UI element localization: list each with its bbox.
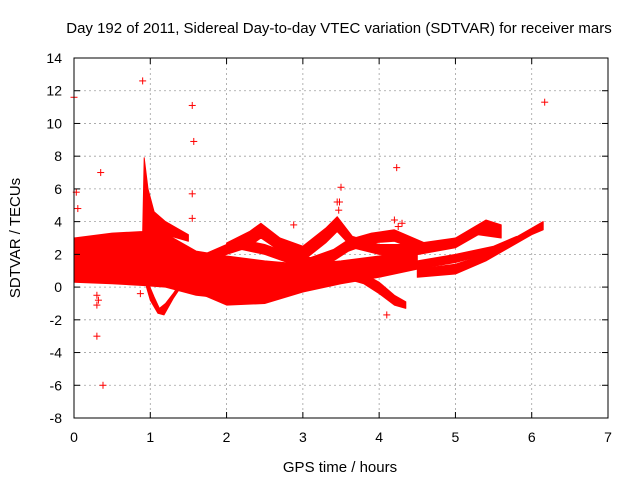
data-point-marker: [74, 205, 82, 213]
data-point-marker: [290, 221, 298, 229]
data-point-marker: [93, 332, 101, 340]
band-upper-arc-2: [203, 229, 426, 268]
data-point-marker: [398, 219, 406, 227]
data-point-marker: [337, 183, 345, 191]
chart-title: Day 192 of 2011, Sidereal Day-to-day VTE…: [66, 20, 611, 37]
data-point-marker: [393, 164, 401, 172]
data-point-marker: [190, 137, 198, 145]
y-tick-label: 12: [46, 83, 62, 99]
data-bands: [73, 157, 544, 316]
x-tick-label: 3: [299, 429, 307, 445]
y-tick-label: 0: [54, 279, 62, 295]
y-tick-label: 6: [54, 181, 62, 197]
y-tick-label: 10: [46, 115, 62, 131]
y-tick-label: 14: [46, 50, 62, 66]
data-point-marker: [383, 311, 391, 319]
y-tick-label: -4: [50, 345, 63, 361]
x-tick-label: 2: [223, 429, 231, 445]
y-tick-label: 8: [54, 148, 62, 164]
x-tick-label: 7: [604, 429, 612, 445]
x-tick-label: 1: [146, 429, 154, 445]
data-point-marker: [335, 198, 343, 206]
band-falling-tail: [340, 268, 407, 309]
x-tick-label: 0: [70, 429, 78, 445]
band-dip-near-1.1h: [146, 278, 182, 316]
y-tick-label: 2: [54, 246, 62, 262]
data-point-marker: [97, 169, 105, 177]
data-point-marker: [394, 223, 402, 231]
data-point-marker: [541, 98, 549, 106]
data-point-marker: [188, 101, 196, 109]
band-spike-near-0.9h: [142, 157, 189, 242]
outlier-markers: [70, 77, 549, 389]
x-tick-label: 6: [528, 429, 536, 445]
y-tick-label: -2: [50, 312, 63, 328]
data-point-marker: [94, 296, 102, 304]
y-tick-label: -6: [50, 377, 63, 393]
data-point-marker: [139, 77, 147, 85]
y-axis-label: SDTVAR / TECUs: [7, 178, 24, 298]
y-tick-label: -8: [50, 410, 63, 426]
x-tick-label: 4: [375, 429, 383, 445]
band-right-ramp: [416, 221, 544, 278]
data-point-marker: [93, 291, 101, 299]
data-point-marker: [335, 206, 343, 214]
y-tick-label: 4: [54, 214, 62, 230]
plot-frame: [73, 57, 609, 419]
data-point-marker: [188, 190, 196, 198]
data-point-marker: [93, 301, 101, 309]
data-point-marker: [390, 216, 398, 224]
x-tick-label: 5: [452, 429, 460, 445]
data-point-marker: [188, 214, 196, 222]
data-point-marker: [136, 290, 144, 298]
x-axis-label: GPS time / hours: [283, 459, 397, 476]
data-point-marker: [99, 381, 107, 389]
